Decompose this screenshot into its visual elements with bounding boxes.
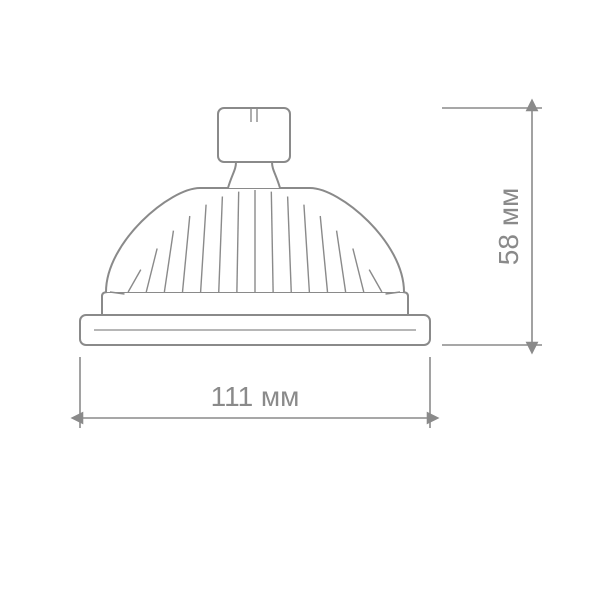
tech-drawing: 111 мм 58 мм [0,0,600,600]
lamp-cap [218,108,290,162]
lamp-neck [228,162,280,188]
height-dim-label: 58 мм [493,188,524,265]
width-dim-label: 111 мм [211,381,300,412]
flange [102,292,408,315]
drawing-svg: 111 мм 58 мм [0,0,600,600]
